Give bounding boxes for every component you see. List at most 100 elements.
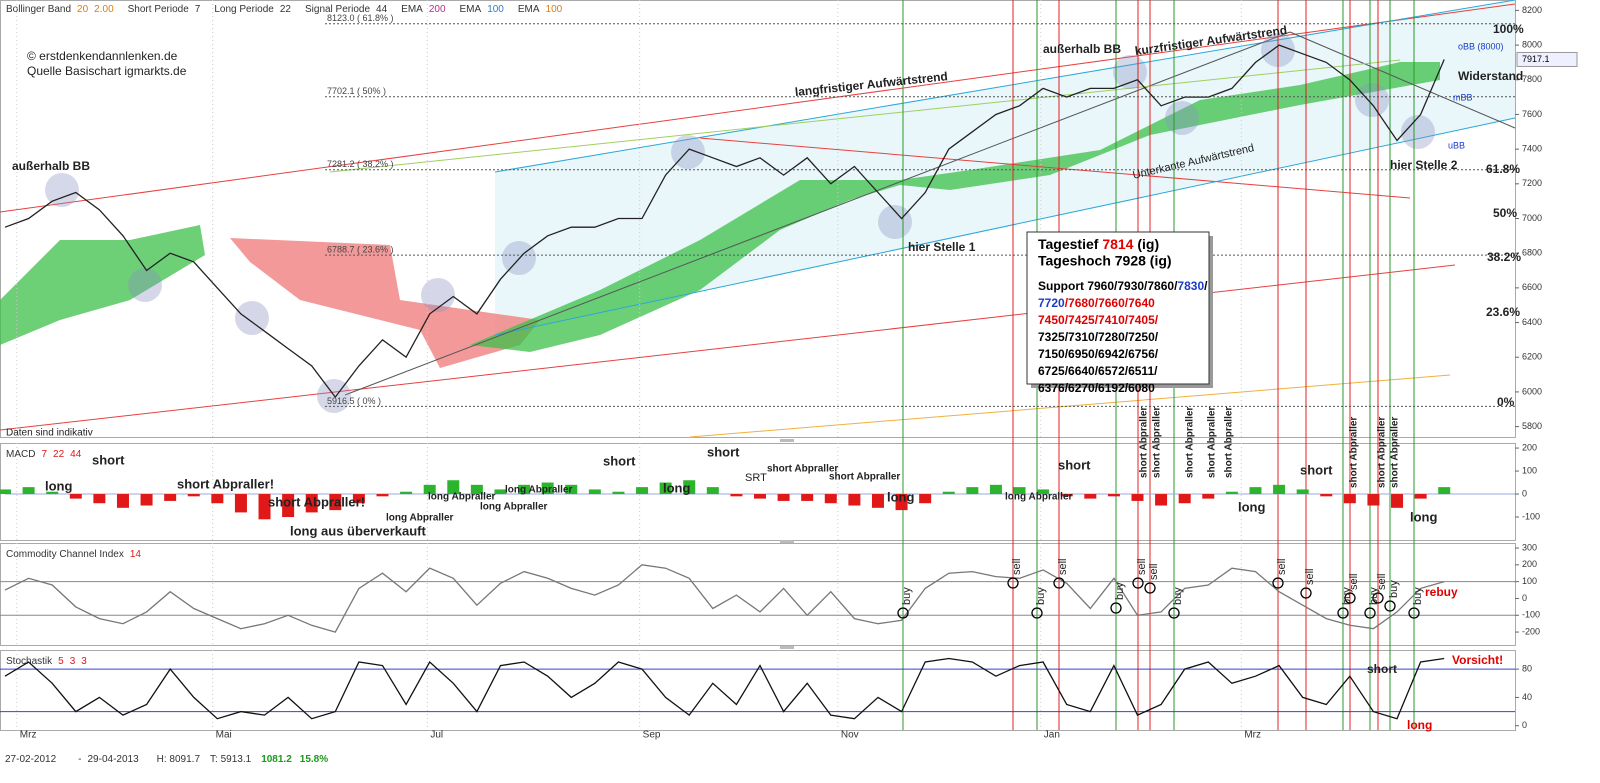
histogram-bar xyxy=(518,484,531,495)
signal-circle xyxy=(1344,592,1356,604)
annotation: 38.2% xyxy=(1487,250,1521,264)
x-tick-label: Sep xyxy=(643,730,661,741)
y-tick-label: 200 xyxy=(1522,559,1537,569)
histogram-bar xyxy=(1438,487,1451,495)
panel-param: 22 xyxy=(53,449,65,460)
annotation: buy xyxy=(1412,587,1424,605)
annotation: short xyxy=(1058,457,1091,472)
annotation: short Abpraller xyxy=(1377,417,1388,488)
histogram-bar xyxy=(1155,494,1168,506)
y-tick-label: 40 xyxy=(1522,692,1532,702)
annotation: long Abpraller xyxy=(505,485,573,496)
panel-param: 14 xyxy=(130,549,142,560)
histogram-bar xyxy=(69,494,82,499)
annotation: short Abpraller xyxy=(1139,407,1150,478)
annotation: short Abpraller xyxy=(1224,407,1235,478)
y-tick-label: 7000 xyxy=(1522,213,1542,223)
splitter xyxy=(780,646,794,649)
histogram-bar xyxy=(1367,494,1380,506)
annotation: 61.8% xyxy=(1486,162,1520,176)
annotation: buy xyxy=(901,587,913,605)
annotation: sell xyxy=(1376,573,1388,590)
support-segment: 6725/6640/6572/6511/ xyxy=(1038,364,1158,378)
histogram-bar xyxy=(1320,494,1333,497)
annotation: long xyxy=(887,489,914,504)
y-tick-label: 100 xyxy=(1522,576,1537,586)
indicator-param: 22 xyxy=(280,4,292,15)
histogram-bar xyxy=(305,494,318,513)
histogram-bar xyxy=(1202,494,1215,499)
trend-line xyxy=(494,117,1516,336)
histogram-bar xyxy=(0,489,11,495)
annotation: Daten sind indikativ xyxy=(6,428,93,439)
annotation: long xyxy=(45,478,72,493)
x-tick-label: Mai xyxy=(216,730,232,741)
annotation: long xyxy=(1410,509,1437,524)
histogram-bar xyxy=(777,494,790,501)
histogram-bar xyxy=(1249,487,1262,495)
y-tick-label: 5800 xyxy=(1522,421,1542,431)
histogram-bar xyxy=(1060,494,1073,497)
histogram-bar xyxy=(140,494,153,506)
y-tick-label: 80 xyxy=(1522,663,1532,673)
panel-title: Commodity Channel Index 14 xyxy=(6,549,141,560)
histogram-bar xyxy=(1084,494,1097,499)
annotation: short Abpraller! xyxy=(177,476,274,491)
indicator-param: 20 xyxy=(77,4,89,15)
annotation: short Abpraller xyxy=(1207,407,1218,478)
signal-circle xyxy=(1364,607,1376,619)
indicator-name: EMA xyxy=(401,4,423,15)
histogram-bar xyxy=(730,494,743,497)
histogram-bar xyxy=(895,494,908,511)
annotation: short Abpraller xyxy=(1390,417,1401,488)
y-tick-label: 8200 xyxy=(1522,5,1542,15)
histogram-bar xyxy=(942,491,955,495)
panel-title: MACD 7 22 44 xyxy=(6,449,82,460)
y-tick-label: -100 xyxy=(1522,511,1540,521)
panel-title-name: Stochastik xyxy=(6,656,53,667)
histogram-bar xyxy=(400,491,413,495)
cloud-green xyxy=(0,225,205,345)
footer-change-pct: 15.8% xyxy=(300,754,328,765)
y-tick-label: -200 xyxy=(1522,626,1540,636)
signal-circle xyxy=(1384,600,1396,612)
annotation: short Abpraller xyxy=(1185,407,1196,478)
annotation: sell xyxy=(1304,568,1316,585)
highlight xyxy=(45,173,79,207)
series-line xyxy=(4,657,1445,720)
highlight xyxy=(878,205,912,239)
annotation: außerhalb BB xyxy=(1043,42,1121,56)
histogram-bar xyxy=(989,484,1002,495)
support-segment: 7720 xyxy=(1038,296,1065,310)
signal-circle xyxy=(1168,607,1180,619)
histogram-bar xyxy=(565,484,578,495)
indicator-name: Short Periode xyxy=(128,4,190,15)
annotation: sell xyxy=(1057,558,1069,575)
annotation: 100% xyxy=(1493,22,1524,36)
trend-line xyxy=(0,3,1516,213)
footer-sep: - xyxy=(78,754,81,765)
signal-circle xyxy=(1144,582,1156,594)
support-row: 7325/7310/7280/7250/ xyxy=(1038,330,1159,344)
annotation: 0% xyxy=(1497,395,1515,409)
histogram-bar xyxy=(1131,494,1144,501)
panel-param: 3 xyxy=(81,656,87,667)
annotation: short Abpraller! xyxy=(268,494,365,509)
support-segment: / xyxy=(1204,279,1208,293)
footer-low: T: 5913.1 xyxy=(210,754,252,765)
y-tick-label: 0 xyxy=(1522,593,1527,603)
annotation: 50% xyxy=(1493,206,1517,220)
histogram-bar xyxy=(164,494,177,501)
x-tick-label: Mrz xyxy=(20,730,37,741)
annotation: hier Stelle 2 xyxy=(1390,158,1458,172)
annotation: long xyxy=(1238,499,1265,514)
last-price-label: 7917.1 xyxy=(1522,54,1550,64)
fib-label: 5916.5 ( 0% ) xyxy=(327,396,381,406)
histogram-bar xyxy=(966,487,979,495)
panel-param: 3 xyxy=(70,656,76,667)
support-row: 7720/7680/7660/7640 xyxy=(1038,296,1155,310)
support-segment: 7150/6950/6942/6756/ xyxy=(1038,347,1159,361)
signal-circle xyxy=(1408,607,1420,619)
